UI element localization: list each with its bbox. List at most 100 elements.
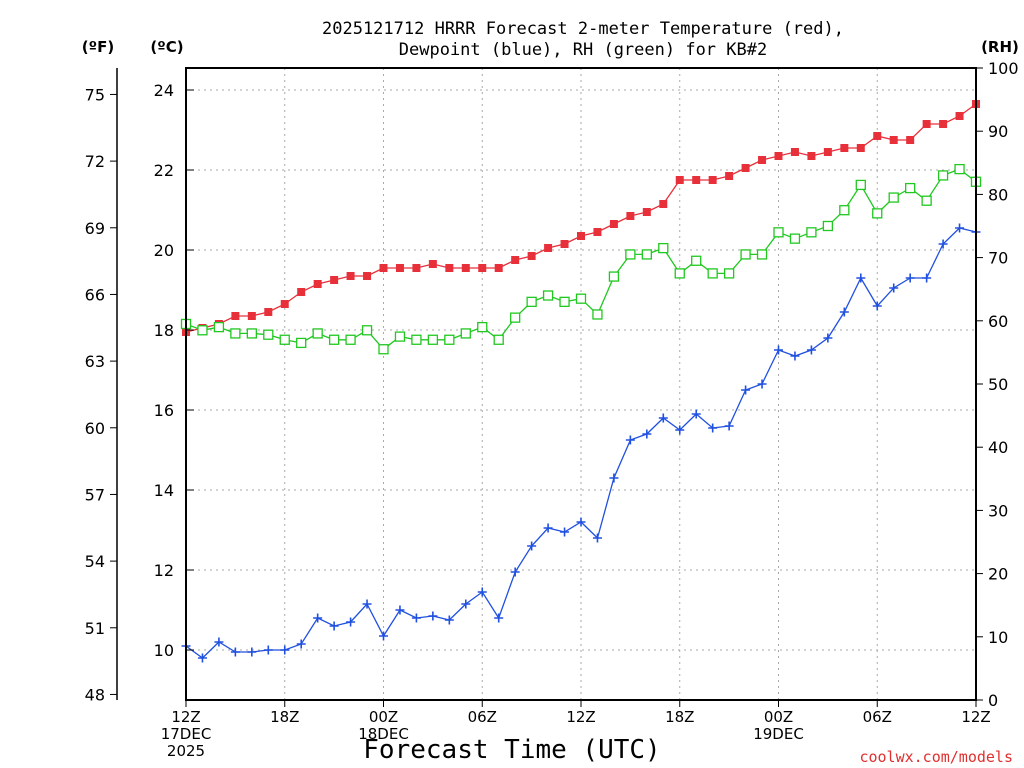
data-point-dewpoint bbox=[296, 639, 306, 649]
data-point-rh bbox=[246, 328, 257, 339]
data-point-2-meter-temperature bbox=[478, 264, 487, 272]
rh-tick-label: 10 bbox=[988, 628, 1008, 647]
fahrenheit-axis: 48 51 54 57 60 63 66 69 72 75 bbox=[85, 85, 117, 704]
data-point-2-meter-temperature bbox=[609, 220, 618, 228]
data-point-2-meter-temperature bbox=[725, 172, 734, 180]
data-point-rh bbox=[296, 337, 307, 349]
celsius-tick-label: 18 bbox=[154, 321, 174, 340]
time-tick-label: 17DEC bbox=[161, 725, 212, 743]
rh-tick-label: 40 bbox=[988, 438, 1008, 457]
data-point-2-meter-temperature bbox=[906, 136, 915, 144]
time-tick-label: 06Z bbox=[863, 708, 892, 726]
data-point-dewpoint bbox=[280, 645, 290, 655]
celsius-tick-label: 16 bbox=[154, 401, 174, 420]
celsius-unit-label: (ºC) bbox=[150, 38, 183, 56]
time-tick-label: 06Z bbox=[468, 708, 497, 726]
celsius-tick-label: 12 bbox=[154, 561, 174, 580]
rh-tick-label: 50 bbox=[988, 375, 1008, 394]
data-point-rh bbox=[328, 334, 340, 345]
data-point-dewpoint bbox=[790, 351, 800, 361]
time-tick-label: 12Z bbox=[171, 708, 200, 726]
data-point-dewpoint bbox=[527, 541, 537, 551]
fahrenheit-tick-label: 51 bbox=[85, 619, 105, 638]
data-point-rh bbox=[477, 321, 488, 333]
data-point-rh bbox=[691, 255, 702, 266]
data-point-2-meter-temperature bbox=[741, 164, 750, 172]
data-point-rh bbox=[361, 325, 373, 336]
data-point-rh bbox=[625, 249, 636, 260]
time-tick-label: 00Z bbox=[764, 708, 793, 726]
data-point-2-meter-temperature bbox=[412, 264, 421, 272]
data-point-rh bbox=[905, 182, 916, 194]
data-point-2-meter-temperature bbox=[758, 156, 767, 164]
fahrenheit-tick-label: 66 bbox=[85, 285, 105, 304]
fahrenheit-tick-label: 72 bbox=[85, 152, 105, 171]
data-point-2-meter-temperature bbox=[231, 312, 240, 320]
data-point-2-meter-temperature bbox=[511, 256, 520, 264]
data-point-dewpoint bbox=[428, 611, 438, 621]
data-point-dewpoint bbox=[806, 345, 816, 355]
rh-unit-label: (RH) bbox=[981, 38, 1019, 56]
time-tick-label: 12Z bbox=[566, 708, 595, 726]
time-tick-label: 18DEC bbox=[358, 725, 409, 743]
data-point-rh bbox=[279, 334, 290, 345]
data-point-dewpoint bbox=[411, 613, 421, 623]
celsius-tick-label: 22 bbox=[154, 161, 174, 180]
data-point-2-meter-temperature bbox=[840, 144, 849, 152]
data-point-rh bbox=[575, 293, 587, 304]
celsius-tick-label: 10 bbox=[154, 641, 174, 660]
data-point-2-meter-temperature bbox=[330, 276, 339, 284]
data-point-rh bbox=[658, 242, 669, 254]
data-point-rh bbox=[641, 249, 652, 260]
rh-tick-label: 60 bbox=[988, 312, 1008, 331]
data-point-dewpoint bbox=[379, 631, 388, 641]
data-point-rh bbox=[954, 163, 965, 175]
celsius-axis: 10 12 14 16 18 20 22 24 bbox=[154, 81, 194, 660]
data-point-dewpoint bbox=[592, 533, 602, 543]
data-point-dewpoint bbox=[197, 653, 207, 663]
data-point-dewpoint bbox=[691, 409, 701, 419]
data-point-dewpoint bbox=[675, 425, 685, 435]
data-point-dewpoint bbox=[839, 307, 849, 317]
data-point-rh bbox=[263, 329, 274, 340]
data-point-rh bbox=[773, 227, 784, 238]
data-point-rh bbox=[822, 220, 834, 232]
data-point-dewpoint bbox=[757, 379, 767, 389]
data-point-rh bbox=[213, 321, 225, 333]
data-point-dewpoint bbox=[494, 613, 504, 623]
data-point-dewpoint bbox=[774, 345, 783, 355]
data-point-2-meter-temperature bbox=[560, 240, 569, 248]
data-point-2-meter-temperature bbox=[774, 152, 783, 160]
data-point-rh bbox=[839, 205, 850, 216]
data-point-rh bbox=[378, 344, 389, 355]
fahrenheit-unit-label: (ºF) bbox=[82, 38, 114, 56]
data-point-dewpoint bbox=[708, 423, 718, 433]
data-point-rh bbox=[921, 195, 932, 206]
data-point-dewpoint bbox=[823, 333, 833, 343]
credit-link[interactable]: coolwx.com/models bbox=[859, 748, 1013, 766]
data-point-dewpoint bbox=[461, 599, 471, 609]
data-point-dewpoint bbox=[477, 587, 487, 597]
data-point-rh bbox=[937, 170, 949, 181]
data-point-2-meter-temperature bbox=[379, 264, 388, 272]
data-point-dewpoint bbox=[955, 223, 965, 233]
data-point-2-meter-temperature bbox=[428, 260, 437, 268]
data-point-dewpoint bbox=[938, 239, 948, 249]
data-point-rh bbox=[411, 334, 422, 345]
data-point-rh bbox=[493, 334, 504, 345]
data-point-2-meter-temperature bbox=[823, 148, 832, 156]
data-point-rh bbox=[789, 233, 801, 244]
data-point-rh bbox=[559, 296, 570, 307]
data-point-dewpoint bbox=[362, 599, 372, 609]
data-point-2-meter-temperature bbox=[955, 112, 964, 120]
data-point-2-meter-temperature bbox=[939, 120, 948, 128]
rh-tick-label: 70 bbox=[988, 249, 1008, 268]
data-point-rh bbox=[855, 179, 866, 191]
data-point-dewpoint bbox=[510, 567, 520, 577]
rh-tick-label: 100 bbox=[988, 59, 1019, 78]
data-point-dewpoint bbox=[329, 621, 339, 631]
fahrenheit-tick-label: 54 bbox=[85, 552, 105, 571]
data-point-rh bbox=[723, 268, 735, 279]
title-line-2: Dewpoint (blue), RH (green) for KB#2 bbox=[399, 40, 767, 60]
data-point-rh bbox=[312, 328, 323, 339]
